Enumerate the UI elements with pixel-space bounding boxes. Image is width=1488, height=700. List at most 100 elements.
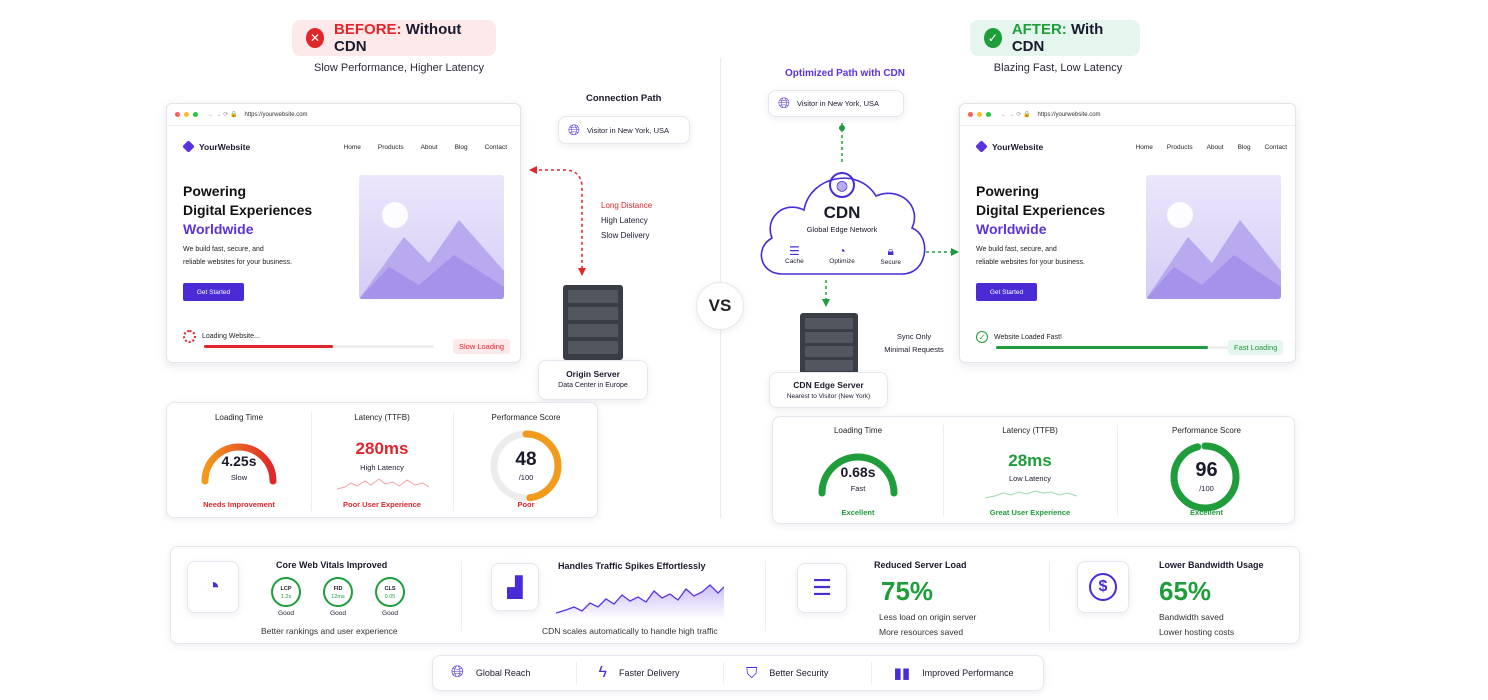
after-loading-gauge bbox=[818, 453, 898, 497]
edge-server-name: CDN Edge Server bbox=[793, 380, 864, 390]
before-loading-title: Loading Time bbox=[214, 413, 264, 422]
globe-icon: 🌐︎ bbox=[778, 95, 791, 112]
after-score-value: 96 bbox=[1195, 459, 1218, 481]
browser-address-bar: ← → ⟳ 🔒 https://yourwebsite.com bbox=[167, 104, 520, 126]
after-loading-value: 0.68s bbox=[840, 464, 876, 480]
sync-only-label: Sync Only bbox=[896, 332, 932, 341]
before-connection-path-label: Connection Path bbox=[586, 93, 662, 104]
cdn-title: CDN bbox=[823, 203, 861, 222]
nav-about[interactable]: About bbox=[420, 144, 438, 151]
hero-body-2: reliable websites for your business. bbox=[976, 259, 1085, 266]
hero-body-2: reliable websites for your business. bbox=[183, 259, 292, 266]
hero-line-2: Digital Experiences bbox=[183, 202, 313, 218]
cdn-globe-icon: ◍ bbox=[829, 172, 855, 198]
before-latency-foot: Poor User Experience bbox=[343, 500, 421, 509]
cwv-cls: CLS 0.05 Good bbox=[375, 577, 405, 617]
before-score-value: 48 bbox=[515, 449, 537, 470]
slow-loading-tag: Slow Loading bbox=[453, 339, 511, 354]
server-icon: ☰ bbox=[797, 563, 847, 613]
get-started-button[interactable]: Get Started bbox=[183, 283, 244, 301]
after-loading-text: Website Loaded Fast! bbox=[994, 333, 1062, 341]
before-score-ring bbox=[490, 430, 562, 502]
url-text: https://yourwebsite.com bbox=[244, 111, 308, 118]
after-score-sub: /100 bbox=[1199, 484, 1214, 493]
logo-icon bbox=[182, 140, 195, 153]
before-progress-track bbox=[204, 345, 434, 348]
before-latency-sparkline bbox=[337, 478, 429, 490]
after-progress-fill bbox=[996, 346, 1208, 349]
nav-products[interactable]: Products bbox=[1166, 144, 1193, 151]
nav-home[interactable]: Home bbox=[1135, 144, 1153, 151]
before-visitor-card: 🌐︎ Visitor in New York, USA bbox=[558, 116, 690, 144]
before-score-title: Performance Score bbox=[491, 413, 561, 422]
after-title-prefix: AFTER: bbox=[1011, 21, 1067, 38]
after-loading-foot: Excellent bbox=[841, 508, 875, 517]
benefit-faster-delivery: ϟ Faster Delivery bbox=[598, 664, 680, 681]
after-latency-sparkline bbox=[985, 490, 1077, 499]
load-line-2: More resources saved bbox=[879, 627, 964, 637]
bw-value: 65% bbox=[1159, 576, 1212, 606]
after-latency-sub: Low Latency bbox=[1008, 474, 1052, 483]
traffic-foot: CDN scales automatically to handle high … bbox=[542, 626, 718, 636]
after-browser-window: ← → ⟳ 🔒 https://yourwebsite.com YourWebs… bbox=[959, 103, 1296, 363]
before-title-pill: ✕ BEFORE: Without CDN bbox=[292, 20, 496, 56]
nav-blog[interactable]: Blog bbox=[454, 144, 468, 151]
nav-contact[interactable]: Contact bbox=[1264, 144, 1287, 151]
edge-server-icon bbox=[800, 313, 858, 375]
after-latency-value: 28ms bbox=[1008, 451, 1052, 470]
after-subtitle: Blazing Fast, Low Latency bbox=[993, 62, 1123, 74]
nav-contact[interactable]: Contact bbox=[484, 144, 507, 151]
features-panel: ◔ Core Web Vitals Improved LCP 1.2s Good … bbox=[170, 546, 1300, 644]
close-circle-icon: ✕ bbox=[306, 28, 325, 48]
after-title-pill: ✓ AFTER: With CDN bbox=[970, 20, 1140, 56]
hero-line-2: Digital Experiences bbox=[976, 202, 1106, 218]
traffic-title: Handles Traffic Spikes Effortlessly bbox=[558, 561, 706, 571]
lightning-icon: ϟ bbox=[598, 664, 607, 681]
after-connection-lines bbox=[822, 123, 959, 307]
bw-line-2: Lower hosting costs bbox=[1159, 627, 1235, 637]
cwv-fid: FID 12ms Good bbox=[323, 577, 353, 617]
hero-body-1: We build fast, secure, and bbox=[183, 246, 264, 253]
chart-icon: ▟ bbox=[491, 563, 539, 611]
cwv-title: Core Web Vitals Improved bbox=[276, 560, 388, 570]
bw-title: Lower Bandwidth Usage bbox=[1159, 560, 1264, 570]
after-score-title: Performance Score bbox=[1172, 426, 1241, 435]
nav-home[interactable]: Home bbox=[343, 144, 361, 151]
benefit-better-security: ⛉ Better Security bbox=[746, 664, 829, 682]
origin-server-sub: Data Center in Europe bbox=[558, 382, 628, 389]
before-score-foot: Poor bbox=[517, 500, 535, 509]
speedometer-icon: ◔ bbox=[187, 561, 239, 613]
hero-line-3: Worldwide bbox=[183, 221, 254, 237]
before-loading-sub: Slow bbox=[230, 473, 248, 482]
after-score-foot: Excellent bbox=[1190, 508, 1223, 517]
nav-blog[interactable]: Blog bbox=[1237, 144, 1251, 151]
cdn-secure: 🔒︎ Secure bbox=[880, 244, 901, 266]
minimal-requests-label: Minimal Requests bbox=[884, 345, 944, 354]
hero-line-1: Powering bbox=[183, 183, 247, 199]
edge-server-card: CDN Edge Server Nearest to Visitor (New … bbox=[769, 372, 888, 408]
dollar-icon: $ bbox=[1077, 561, 1129, 613]
load-title: Reduced Server Load bbox=[874, 560, 967, 570]
before-visitor-text: Visitor in New York, USA bbox=[587, 125, 669, 135]
before-loading-foot: Needs Improvement bbox=[203, 500, 275, 509]
hero-line-1: Powering bbox=[976, 183, 1040, 199]
brand-name: YourWebsite bbox=[199, 141, 251, 152]
origin-server-card: Origin Server Data Center in Europe bbox=[538, 360, 648, 400]
before-subtitle: Slow Performance, Higher Latency bbox=[314, 62, 484, 74]
after-visitor-card: 🌐︎ Visitor in New York, USA bbox=[768, 90, 904, 117]
after-title-rest: With CDN bbox=[1011, 21, 1104, 55]
load-value: 75% bbox=[881, 576, 934, 606]
bw-line-1: Bandwidth saved bbox=[1159, 612, 1224, 622]
nav-products[interactable]: Products bbox=[377, 144, 404, 151]
before-latency-sub: High Latency bbox=[360, 463, 404, 472]
before-progress-fill bbox=[204, 345, 333, 348]
nav-about[interactable]: About bbox=[1206, 144, 1224, 151]
brand-name: YourWebsite bbox=[992, 141, 1044, 152]
long-distance-label: Long Distance bbox=[601, 201, 653, 210]
benefit-global-reach: 🌐︎ Global Reach bbox=[451, 664, 531, 681]
after-visitor-text: Visitor in New York, USA bbox=[797, 99, 879, 108]
origin-server-name: Origin Server bbox=[566, 369, 620, 379]
get-started-button[interactable]: Get Started bbox=[976, 283, 1037, 301]
before-title-rest: Without CDN bbox=[334, 21, 462, 55]
optimized-path-label: Optimized Path with CDN bbox=[785, 68, 905, 79]
